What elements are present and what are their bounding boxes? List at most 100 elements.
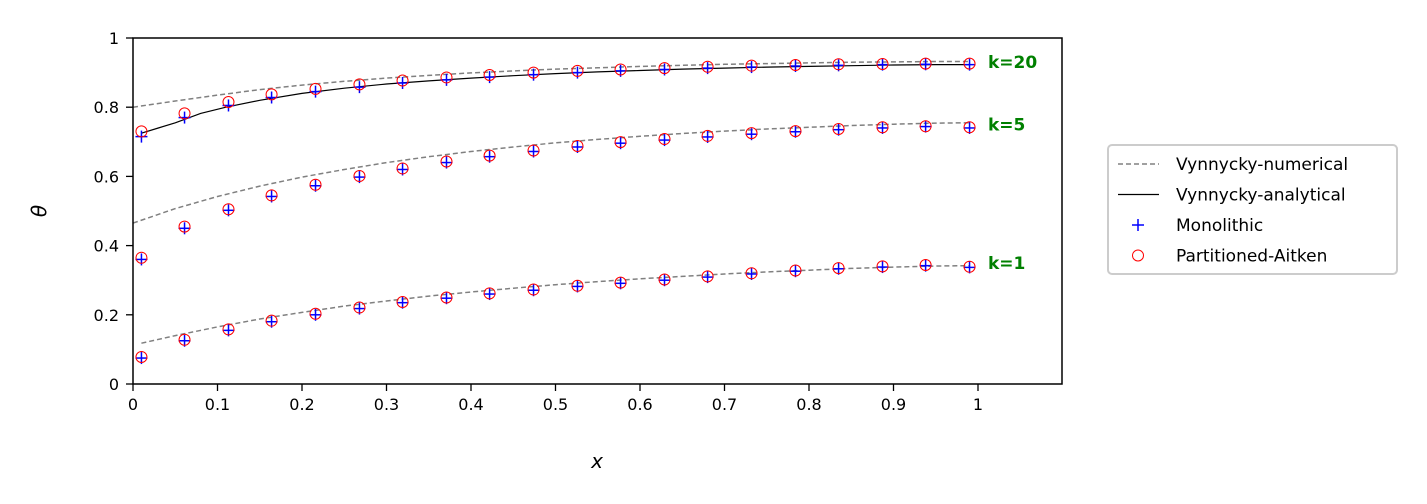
aitken-point-k-1 <box>309 307 322 320</box>
legend-swatch-circle <box>1132 249 1144 262</box>
aitken-point-k-5 <box>963 121 976 134</box>
x-tick-label: 0.1 <box>205 395 230 414</box>
aitken-point-k-5 <box>396 162 409 175</box>
aitken-point-k-5 <box>876 121 889 134</box>
aitken-point-k-20 <box>614 63 627 76</box>
aitken-point-k-20 <box>527 66 540 79</box>
plot-frame <box>132 37 1063 385</box>
monolithic-point-k-1 <box>396 296 409 309</box>
aitken-point-k-20 <box>353 78 366 91</box>
monolithic-point-k-1 <box>745 267 758 280</box>
analytical-line-k-20 <box>141 63 970 134</box>
x-tick-label: 0.6 <box>627 395 652 414</box>
aitken-point-k-1 <box>265 314 278 327</box>
aitken-point-k-1 <box>135 351 148 364</box>
monolithic-point-k-20 <box>876 58 889 71</box>
legend: Vynnycky-numerical Vynnycky-analytical Mon… <box>1107 144 1398 275</box>
y-tick-label: 0.2 <box>94 306 119 325</box>
aitken-point-k-5 <box>309 178 322 191</box>
curve-labels: k=20 k=5 k=1 <box>988 53 1037 274</box>
numerical-line-k-5 <box>132 122 970 224</box>
aitken-point-k-5 <box>789 125 802 138</box>
monolithic-point-k-5 <box>919 120 932 133</box>
aitken-point-k-5 <box>178 220 191 233</box>
aitken-point-k-5 <box>571 139 584 152</box>
aitken-point-k-1 <box>571 279 584 292</box>
x-tick-label: 0.4 <box>458 395 483 414</box>
aitken-point-k-1 <box>963 260 976 273</box>
x-tick-label: 0.8 <box>796 395 821 414</box>
curve-label-k-5: k=5 <box>988 116 1025 136</box>
aitken-point-k-20 <box>789 58 802 71</box>
aitken-point-k-20 <box>876 57 889 70</box>
y-tick-label: 0.8 <box>94 98 119 117</box>
aitken-point-k-5 <box>483 149 496 162</box>
aitken-point-k-20 <box>265 88 278 101</box>
aitken-point-k-20 <box>178 107 191 120</box>
legend-item-vynnycky-analytical: Vynnycky-analytical <box>1118 186 1346 206</box>
aitken-point-k-20 <box>919 57 932 70</box>
aitken-point-k-5 <box>658 133 671 146</box>
aitken-point-k-1 <box>919 258 932 271</box>
curve-label-k-1: k=1 <box>988 254 1025 274</box>
aitken-point-k-5 <box>614 136 627 149</box>
monolithic-point-k-1 <box>832 262 845 275</box>
aitken-point-k-1 <box>178 333 191 346</box>
monolithic-point-k-20 <box>309 85 322 98</box>
monolithic-point-k-1 <box>527 284 540 297</box>
monolithic-point-k-20 <box>919 58 932 71</box>
curve-label-k-20: k=20 <box>988 53 1037 73</box>
y-tick-label: 1 <box>109 29 119 48</box>
monolithic-point-k-1 <box>789 265 802 278</box>
aitken-point-k-20 <box>571 64 584 77</box>
aitken-point-k-5 <box>527 144 540 157</box>
monolithic-point-k-1 <box>963 261 976 274</box>
y-tick-label: 0.4 <box>94 237 119 256</box>
aitken-point-k-20 <box>309 82 322 95</box>
aitken-point-k-5 <box>353 170 366 183</box>
aitken-point-k-5 <box>222 203 235 216</box>
aitken-point-k-20 <box>832 58 845 71</box>
aitken-point-k-1 <box>614 276 627 289</box>
aitken-point-k-20 <box>658 62 671 75</box>
aitken-point-k-20 <box>222 96 235 109</box>
monolithic-point-k-20 <box>353 81 366 94</box>
monolithic-point-k-5 <box>832 123 845 136</box>
x-axis-label: x <box>590 449 603 473</box>
monolithic-point-k-1 <box>614 277 627 290</box>
aitken-point-k-5 <box>832 122 845 135</box>
aitken-point-k-5 <box>919 120 932 133</box>
x-tick-label: 0 <box>128 395 138 414</box>
aitken-point-k-1 <box>832 262 845 275</box>
y-tick-label: 0 <box>109 375 119 394</box>
aitken-point-k-1 <box>440 291 453 304</box>
aitken-point-k-1 <box>483 287 496 300</box>
legend-label: Monolithic <box>1176 216 1263 236</box>
monolithic-point-k-5 <box>789 125 802 138</box>
aitken-point-k-20 <box>745 59 758 72</box>
aitken-point-k-1 <box>658 273 671 286</box>
aitken-point-k-1 <box>789 264 802 277</box>
legend-item-partitioned-aitken: Partitioned-Aitken <box>1132 247 1327 267</box>
aitken-point-k-20 <box>483 69 496 82</box>
monolithic-point-k-20 <box>527 68 540 81</box>
monolithic-point-k-1 <box>919 259 932 272</box>
monolithic-point-k-1 <box>483 288 496 301</box>
aitken-point-k-1 <box>876 260 889 273</box>
legend-item-vynnycky-numerical: Vynnycky-numerical <box>1118 155 1348 175</box>
x-tick-label: 0.7 <box>712 395 737 414</box>
aitken-point-k-20 <box>701 60 714 73</box>
aitken-point-k-20 <box>440 71 453 84</box>
aitken-point-k-5 <box>701 129 714 142</box>
x-tick-label: 0.3 <box>374 395 399 414</box>
legend-label: Vynnycky-numerical <box>1176 155 1348 175</box>
aitken-point-k-1 <box>701 270 714 283</box>
monolithic-point-k-20 <box>396 76 409 89</box>
aitken-point-k-1 <box>222 323 235 336</box>
aitken-point-k-20 <box>963 57 976 70</box>
monolithic-point-k-1 <box>658 274 671 287</box>
monolithic-point-k-20 <box>440 73 453 86</box>
monolithic-point-k-20 <box>483 71 496 84</box>
numerical-line-k-20 <box>132 60 970 108</box>
y-axis-label: θ <box>27 205 51 217</box>
